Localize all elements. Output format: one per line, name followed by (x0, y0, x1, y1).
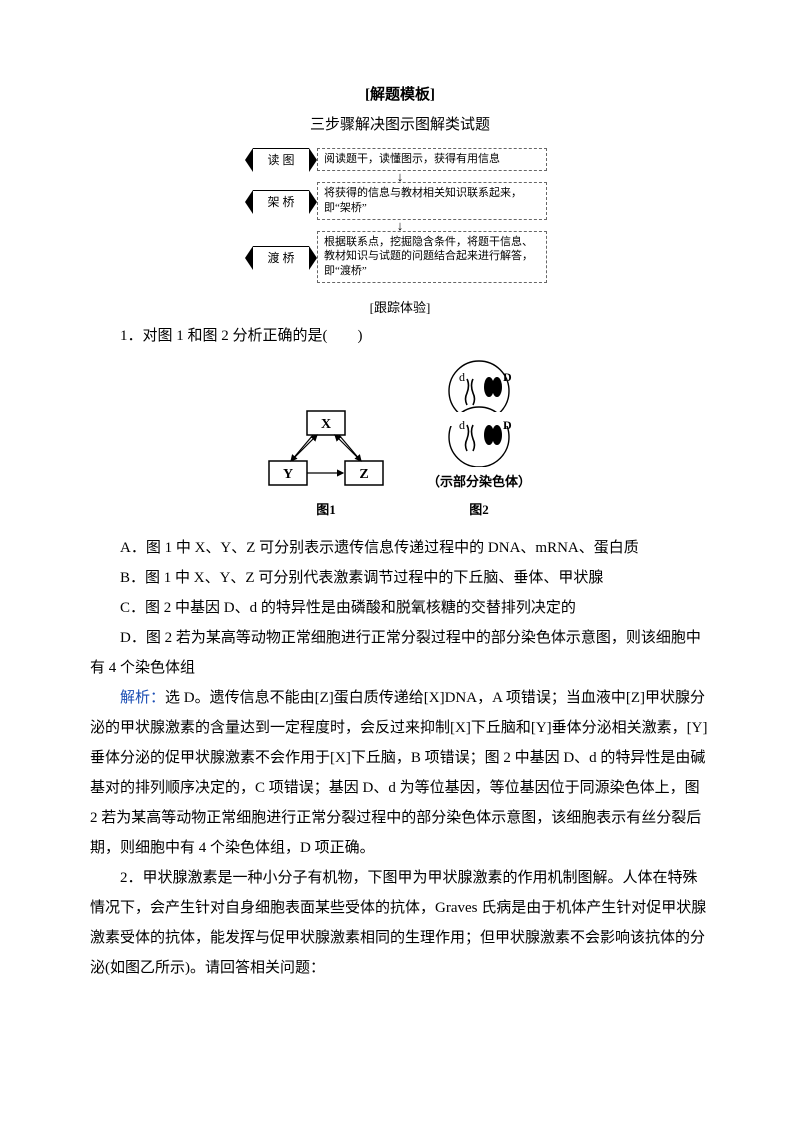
fc-row-1: 读 图 阅读题干，读懂图示，获得有用信息 (253, 148, 547, 171)
fc-row-2: 架 桥 将获得的信息与教材相关知识联系起来，即“架桥” (253, 182, 547, 220)
answer-body: 选 D。遗传信息不能由[Z]蛋白质传递给[X]DNA，A 项错误；当血液中[Z]… (90, 690, 707, 856)
fc-step-1-label: 读 图 (253, 149, 309, 171)
svg-text:X: X (321, 417, 331, 432)
svg-text:d: d (459, 418, 465, 432)
fig1-caption: 图1 (316, 497, 336, 523)
track-label: [跟踪体验] (90, 295, 710, 321)
fc-step-2: 架 桥 (253, 190, 309, 212)
q1-opt-a: A．图 1 中 X、Y、Z 可分别表示遗传信息传递过程中的 DNA、mRNA、蛋… (90, 533, 710, 563)
fc-row-3: 渡 桥 根据联系点，挖掘隐含条件，将题干信息、教材知识与试题的问题结合起来进行解… (253, 231, 547, 284)
fc-step-3-label: 渡 桥 (253, 247, 309, 269)
figure-1: X Y Z 图1 (261, 405, 391, 523)
fig2-subcaption: （示部分染色体） (427, 469, 531, 495)
fc-step-2-label: 架 桥 (253, 191, 309, 213)
svg-text:Z: Z (359, 467, 368, 482)
template-title: [解题模板] (90, 80, 710, 110)
svg-text:Y: Y (283, 467, 293, 482)
svg-text:d: d (459, 370, 465, 384)
fc-desc-2: 将获得的信息与教材相关知识联系起来，即“架桥” (317, 182, 547, 220)
q1-opt-b: B．图 1 中 X、Y、Z 可分别代表激素调节过程中的下丘脑、垂体、甲状腺 (90, 563, 710, 593)
fig2-caption: 图2 (469, 497, 489, 523)
answer-lead: 解析： (120, 690, 165, 706)
q2-stem: 2．甲状腺激素是一种小分子有机物，下图甲为甲状腺激素的作用机制图解。人体在特殊情… (90, 863, 710, 983)
fig1-svg: X Y Z (261, 405, 391, 495)
fc-step-1: 读 图 (253, 148, 309, 170)
q1-figures: X Y Z 图1 d D (90, 357, 710, 523)
flowchart: 读 图 阅读题干，读懂图示，获得有用信息 ↓ 架 桥 将获得的信息与教材相关知识… (90, 148, 710, 283)
fc-desc-1: 阅读题干，读懂图示，获得有用信息 (317, 148, 547, 171)
svg-text:D: D (503, 370, 512, 384)
fc-step-3: 渡 桥 (253, 246, 309, 268)
figure-2: d D d D （示部分染色体） 图2 (419, 357, 539, 523)
svg-text:D: D (503, 418, 512, 432)
template-subtitle: 三步骤解决图示图解类试题 (90, 110, 710, 140)
q1-opt-c: C．图 2 中基因 D、d 的特异性是由磷酸和脱氧核糖的交替排列决定的 (90, 593, 710, 623)
fig2-svg: d D d D (419, 357, 539, 467)
q1-opt-d: D．图 2 若为某高等动物正常细胞进行正常分裂过程中的部分染色体示意图，则该细胞… (90, 623, 710, 683)
q1-answer: 解析：选 D。遗传信息不能由[Z]蛋白质传递给[X]DNA，A 项错误；当血液中… (90, 683, 710, 863)
q1-stem: 1．对图 1 和图 2 分析正确的是( ) (90, 321, 710, 351)
fc-desc-3: 根据联系点，挖掘隐含条件，将题干信息、教材知识与试题的问题结合起来进行解答，即“… (317, 231, 547, 284)
